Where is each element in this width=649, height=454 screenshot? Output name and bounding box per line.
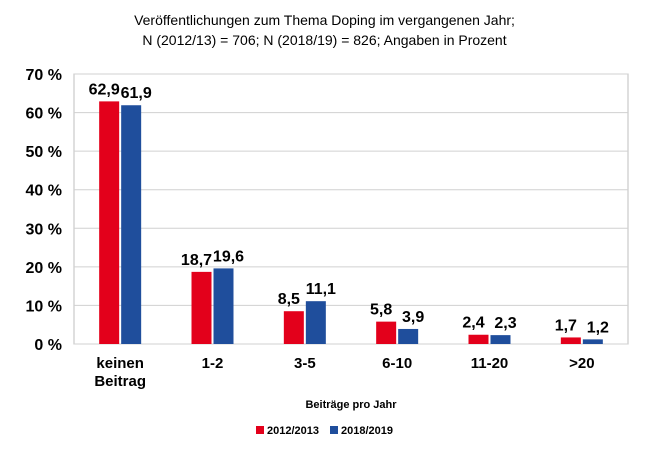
- bar-2012: [376, 321, 397, 344]
- x-tick-label: 3-5: [294, 355, 316, 372]
- legend-swatch-2018: [330, 426, 339, 434]
- data-label: 11,1: [306, 281, 336, 298]
- x-axis-title: Beiträge pro Jahr: [305, 399, 397, 411]
- bar-2018: [582, 339, 603, 344]
- y-tick-label: 0 %: [34, 337, 62, 354]
- data-label: 62,9: [89, 81, 120, 98]
- legend: 2012/2013 2018/2019: [0, 425, 649, 437]
- legend-label-2018: 2018/2019: [341, 425, 394, 437]
- data-label: 3,9: [402, 309, 424, 326]
- plot-area: [73, 73, 629, 345]
- data-label: 1,2: [587, 319, 609, 336]
- data-label: 2,3: [494, 315, 516, 332]
- bar-2018: [305, 301, 326, 344]
- x-tick-label: 1-2: [202, 355, 224, 372]
- data-label: 61,9: [121, 85, 152, 102]
- legend-label-2012: 2012/2013: [266, 425, 319, 437]
- chart-title-line1: Veröffentlichungen zum Thema Doping im v…: [134, 12, 515, 28]
- legend-item-2018: 2018/2019: [330, 425, 393, 437]
- legend-swatch-2012: [255, 426, 264, 434]
- x-tick-label: Beitrag: [94, 373, 146, 390]
- bar-2018: [121, 105, 142, 344]
- data-label: 19,6: [213, 248, 244, 265]
- legend-item-2012: 2012/2013: [255, 425, 319, 437]
- x-tick-label: keinen: [96, 355, 144, 372]
- y-tick-label: 30 %: [26, 221, 62, 238]
- y-tick-label: 60 %: [26, 106, 62, 123]
- y-tick-label: 50 %: [26, 144, 62, 161]
- data-label: 18,7: [181, 252, 212, 269]
- data-label: 5,8: [370, 302, 392, 319]
- x-tick-label: >20: [569, 355, 594, 372]
- chart-title-line2: N (2012/13) = 706; N (2018/19) = 826; An…: [142, 32, 507, 48]
- x-tick-label: 6-10: [382, 355, 412, 372]
- bar-2018: [213, 268, 234, 344]
- y-tick-label: 70 %: [26, 67, 62, 84]
- bar-2012: [468, 334, 489, 344]
- y-tick-label: 20 %: [26, 260, 62, 277]
- bar-2018: [490, 335, 511, 344]
- y-tick-label: 10 %: [26, 298, 62, 315]
- x-tick-label: 11-20: [471, 355, 509, 372]
- bar-2018: [398, 328, 419, 344]
- data-label: 8,5: [278, 291, 300, 308]
- bar-2012: [560, 337, 581, 344]
- y-tick-label: 40 %: [26, 183, 62, 200]
- bar-2012: [191, 271, 212, 344]
- bar-2012: [99, 101, 120, 344]
- data-label: 1,7: [555, 317, 577, 334]
- bar-2012: [283, 311, 304, 344]
- chart-title: Veröffentlichungen zum Thema Doping im v…: [0, 10, 649, 50]
- data-label: 2,4: [462, 315, 484, 332]
